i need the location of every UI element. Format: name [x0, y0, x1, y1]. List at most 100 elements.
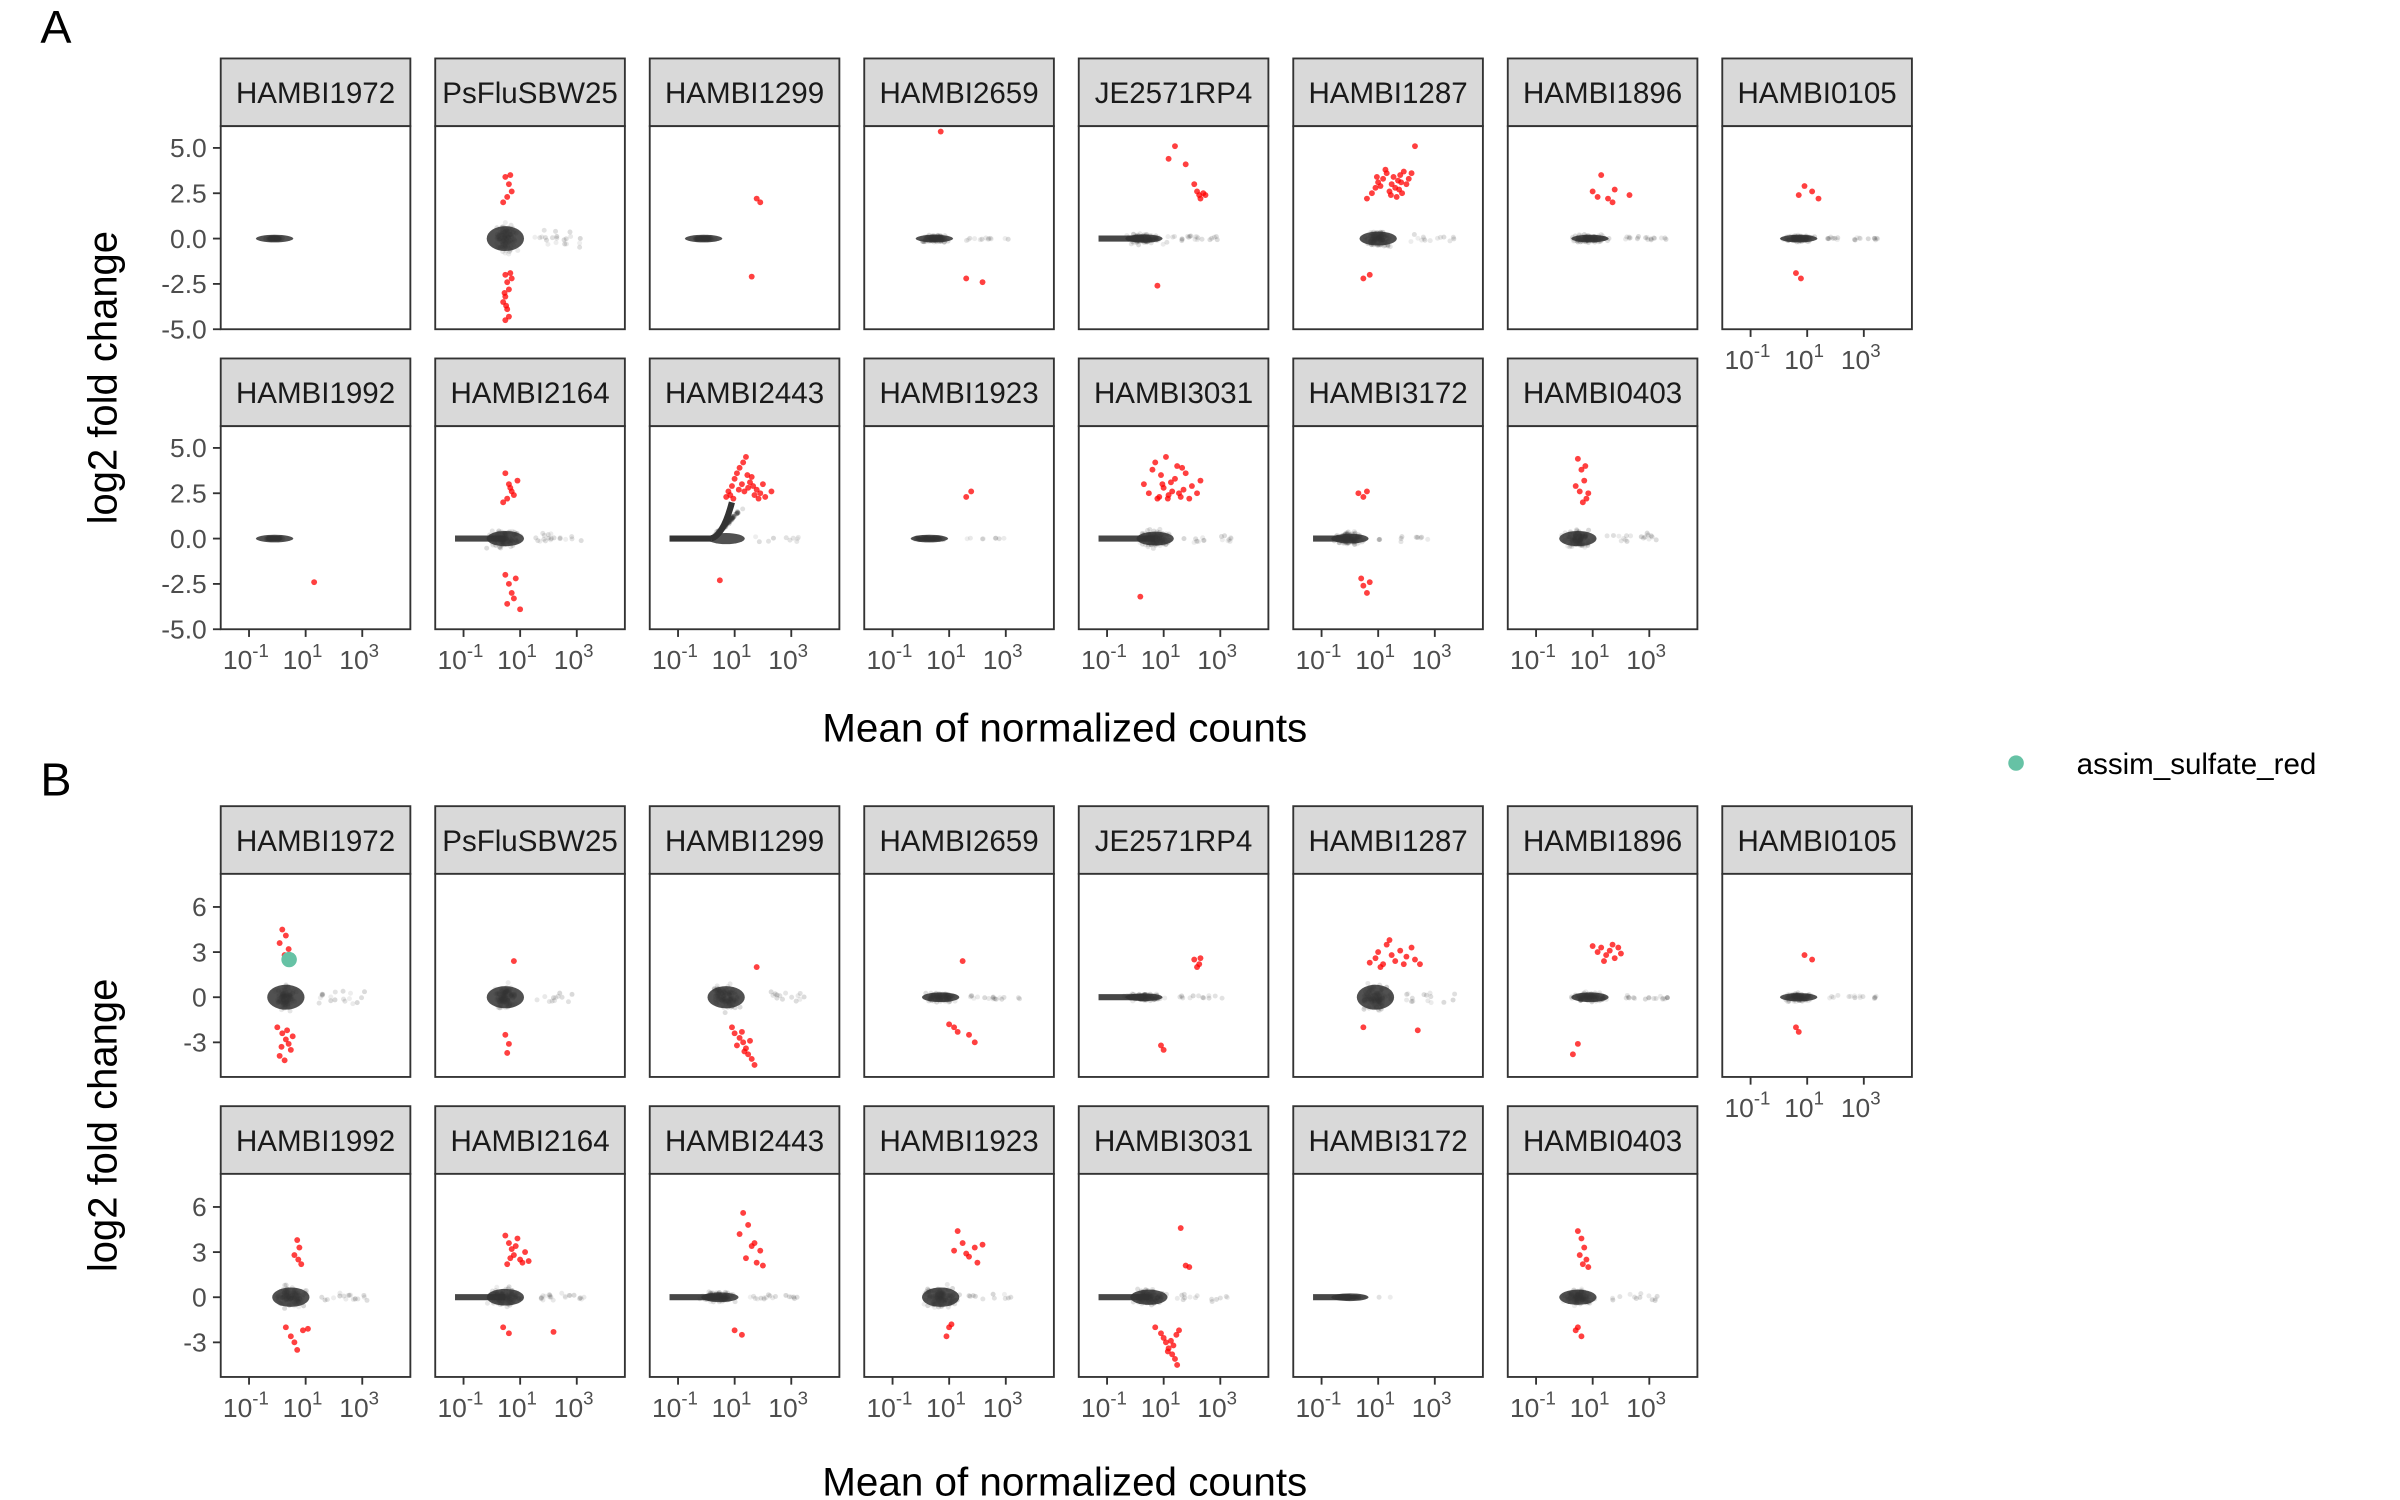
x-tick-exponent: 1	[741, 640, 751, 661]
background-point	[1181, 536, 1187, 542]
facet-je2571rp4: JE2571RP4	[1077, 805, 1270, 1078]
background-point	[777, 993, 783, 999]
significant-point	[512, 1243, 519, 1249]
background-point	[553, 240, 559, 246]
significant-point	[287, 1046, 294, 1053]
significant-point	[514, 477, 521, 484]
background-point	[980, 536, 986, 542]
background-point	[1206, 995, 1212, 1001]
significant-point	[500, 199, 507, 206]
significant-point	[522, 1249, 529, 1255]
significant-point	[729, 1024, 735, 1031]
significant-point	[730, 495, 737, 502]
x-tick-exponent: -1	[1754, 340, 1771, 361]
significant-point	[1392, 958, 1399, 965]
background-point	[324, 1297, 330, 1303]
significant-point	[1405, 175, 1412, 182]
highlight-point	[281, 951, 297, 968]
background-point	[970, 1293, 976, 1299]
background-point	[1628, 533, 1634, 539]
background-point	[579, 1296, 585, 1302]
significant-point	[1408, 944, 1415, 951]
significant-point	[284, 1027, 291, 1034]
facet-hambi1299: HAMBI1299	[648, 57, 841, 331]
background-point	[555, 993, 561, 999]
background-point	[1170, 234, 1176, 240]
background-point	[1404, 997, 1410, 1003]
background-point	[328, 994, 334, 1000]
y-tick-label: 0	[192, 1283, 207, 1313]
y-tick-label: -3	[183, 1028, 206, 1058]
significant-point	[1145, 490, 1152, 497]
background-point	[766, 538, 771, 544]
y-tick-label: 0.0	[170, 524, 207, 554]
facet-hambi1287: HAMBI1287	[1292, 57, 1484, 331]
background-point	[506, 1284, 512, 1290]
x-tick-exponent: -1	[467, 1388, 484, 1409]
background-point	[1160, 241, 1166, 247]
x-tick-exponent: 3	[583, 1388, 593, 1409]
background-point	[1437, 234, 1443, 240]
x-tick-exponent: 3	[798, 1388, 808, 1409]
background-point	[790, 535, 796, 541]
x-tick-label: 103	[339, 640, 379, 675]
significant-point	[1582, 463, 1589, 469]
background-point	[1856, 235, 1862, 241]
significant-point	[1589, 943, 1596, 949]
significant-point	[1188, 483, 1195, 489]
plot-panel	[863, 872, 1055, 1078]
background-point	[1871, 235, 1877, 241]
significant-point	[1202, 192, 1209, 199]
facet-label: JE2571RP4	[1095, 77, 1253, 110]
significant-point	[1194, 490, 1200, 497]
background-core	[255, 234, 294, 243]
x-tick-exponent: 3	[1012, 640, 1022, 661]
background-point	[1441, 999, 1447, 1005]
background-point	[341, 1293, 347, 1299]
facet-label: HAMBI1972	[236, 825, 395, 858]
background-point	[549, 235, 555, 241]
significant-point	[1191, 181, 1198, 188]
significant-point	[740, 1039, 747, 1046]
background-point	[1662, 235, 1668, 241]
background-point	[1644, 234, 1650, 240]
background-core	[921, 992, 960, 1003]
significant-point	[276, 1052, 283, 1059]
background-point	[340, 988, 346, 994]
x-tick-label: 10-1	[652, 640, 698, 675]
background-point	[1835, 992, 1841, 998]
y-tick-label: 3	[192, 1237, 207, 1267]
significant-point	[1589, 188, 1596, 195]
significant-point	[274, 1024, 281, 1031]
facet-label: PsFluSBW25	[442, 825, 618, 858]
x-tick-label: 101	[1355, 640, 1395, 675]
plot-panel	[434, 1172, 626, 1378]
x-tick-exponent: 3	[1870, 340, 1880, 361]
background-point	[980, 1296, 986, 1302]
significant-point	[1358, 575, 1365, 582]
significant-point	[1172, 143, 1178, 150]
significant-point	[504, 1050, 511, 1056]
facet-label: HAMBI1299	[665, 77, 824, 110]
significant-point	[963, 275, 970, 282]
facet-psflusbw25: PsFluSBW25	[434, 805, 626, 1078]
significant-point	[508, 275, 515, 282]
x-tick-exponent: -1	[1110, 640, 1127, 661]
significant-point	[1611, 955, 1618, 962]
background-point	[1200, 535, 1206, 541]
facet-label: HAMBI2164	[450, 1125, 609, 1158]
x-tick-exponent: 3	[369, 1388, 379, 1409]
background-point	[348, 990, 354, 996]
significant-point	[1149, 466, 1156, 473]
background-point	[972, 236, 978, 242]
background-core	[1780, 234, 1818, 243]
background-point	[1872, 994, 1878, 1000]
significant-point	[1159, 481, 1166, 488]
x-tick-label: 101	[497, 1388, 537, 1423]
background-core	[267, 984, 305, 1010]
significant-point	[1363, 488, 1370, 495]
x-tick-label: 10-1	[652, 1388, 698, 1423]
